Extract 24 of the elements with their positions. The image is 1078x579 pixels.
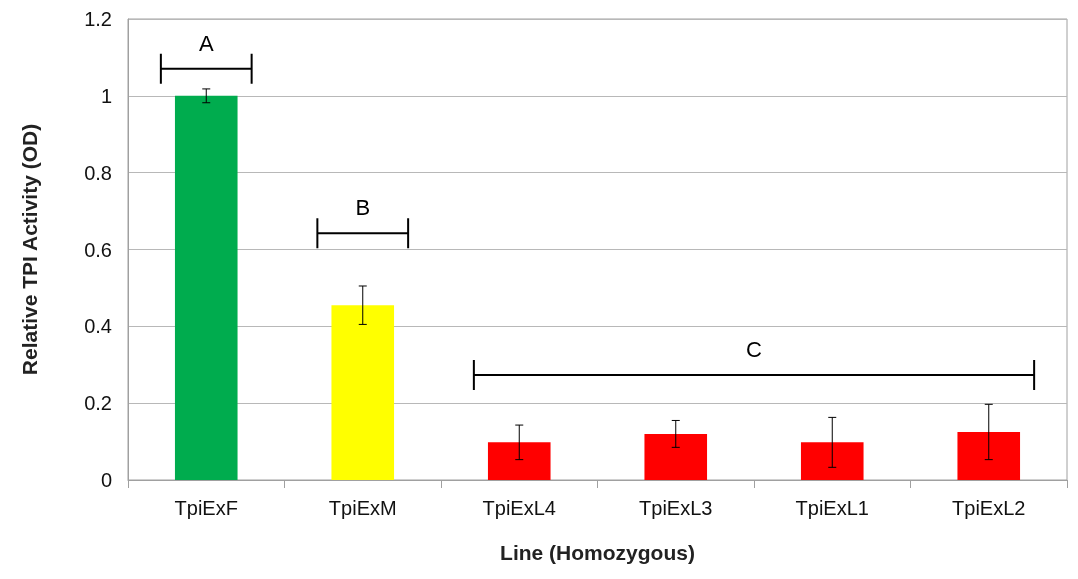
y-tick-label: 0 [100, 469, 112, 491]
x-tick-label: TpiExL3 [639, 497, 713, 519]
x-tick-label: TpiExF [174, 497, 238, 519]
y-axis-title: Relative TPI Activity (OD) [18, 123, 41, 376]
y-tick-label: 1.2 [84, 8, 112, 30]
bar [957, 431, 1021, 480]
bar [644, 433, 708, 480]
x-tick-label: TpiExL2 [952, 497, 1026, 519]
bar [174, 95, 238, 480]
annotation: B [355, 195, 371, 221]
y-tick-label: 1 [100, 84, 112, 107]
y-tick-label: 0.4 [84, 315, 112, 338]
annotation: A [198, 30, 214, 56]
y-tick-label: 0.2 [84, 392, 112, 415]
x-tick-label: TpiExL4 [482, 497, 556, 519]
x-axis-title: Line (Homozygous) [500, 541, 695, 564]
x-tick-label: TpiExM [328, 497, 397, 519]
bar [331, 305, 395, 480]
bar [800, 442, 864, 480]
y-tick-label: 0.6 [84, 238, 112, 261]
bar [487, 442, 551, 480]
annotation: C [746, 336, 763, 362]
y-tick-label: 0.8 [84, 161, 112, 184]
x-tick-label: TpiExL1 [795, 497, 869, 519]
